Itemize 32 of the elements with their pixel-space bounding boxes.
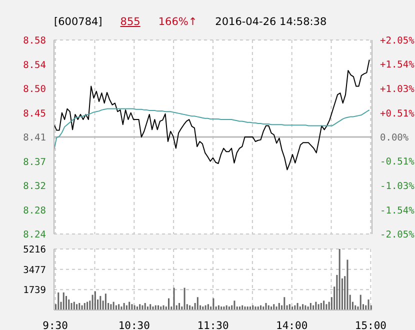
line-series: [54, 59, 370, 170]
text: 855: [120, 16, 140, 28]
y-tick-label: 8.58: [23, 36, 46, 46]
chart-title: [600784]: [54, 16, 102, 28]
y-tick-label: 8.28: [23, 205, 46, 216]
y2-tick-label: -2.05%: [380, 230, 415, 240]
y-tick-label: 8.32: [23, 181, 46, 192]
y2-tick-label: +1.54%: [380, 60, 415, 71]
y-tick-label: 8.41: [23, 132, 46, 144]
text: 2016-04-26 14:58:38: [215, 16, 327, 28]
y-tick-label: 1739: [23, 285, 46, 296]
y-tick-label: 8.45: [23, 108, 46, 120]
y2-tick-label: -1.03%: [380, 181, 415, 192]
x-tick-label: 11:30: [197, 320, 229, 330]
y-tick-label: 8.54: [23, 60, 46, 71]
x-tick-label: 14:00: [276, 320, 308, 330]
y-tick-label: 5216: [23, 244, 46, 256]
y-tick-label: 3477: [23, 264, 46, 276]
y2-tick-label: -0.51%: [380, 156, 415, 168]
y-tick-label: 8.37: [23, 156, 46, 168]
y2-tick-label: -1.54%: [380, 205, 415, 216]
y-tick-label: 8.24: [23, 230, 46, 240]
x-tick-label: 9:30: [42, 320, 68, 330]
y2-tick-label: +0.51%: [380, 108, 415, 120]
text: 166%↑: [158, 16, 198, 28]
line-series: [54, 108, 370, 150]
y-tick-label: 8.50: [23, 84, 46, 95]
y2-tick-label: +2.05%: [380, 36, 415, 46]
x-tick-label: 10:30: [118, 320, 150, 330]
x-tick-label: 15:00: [354, 320, 386, 330]
y2-tick-label: +1.03%: [380, 84, 415, 95]
y2-tick-label: 0.00%: [380, 132, 409, 144]
